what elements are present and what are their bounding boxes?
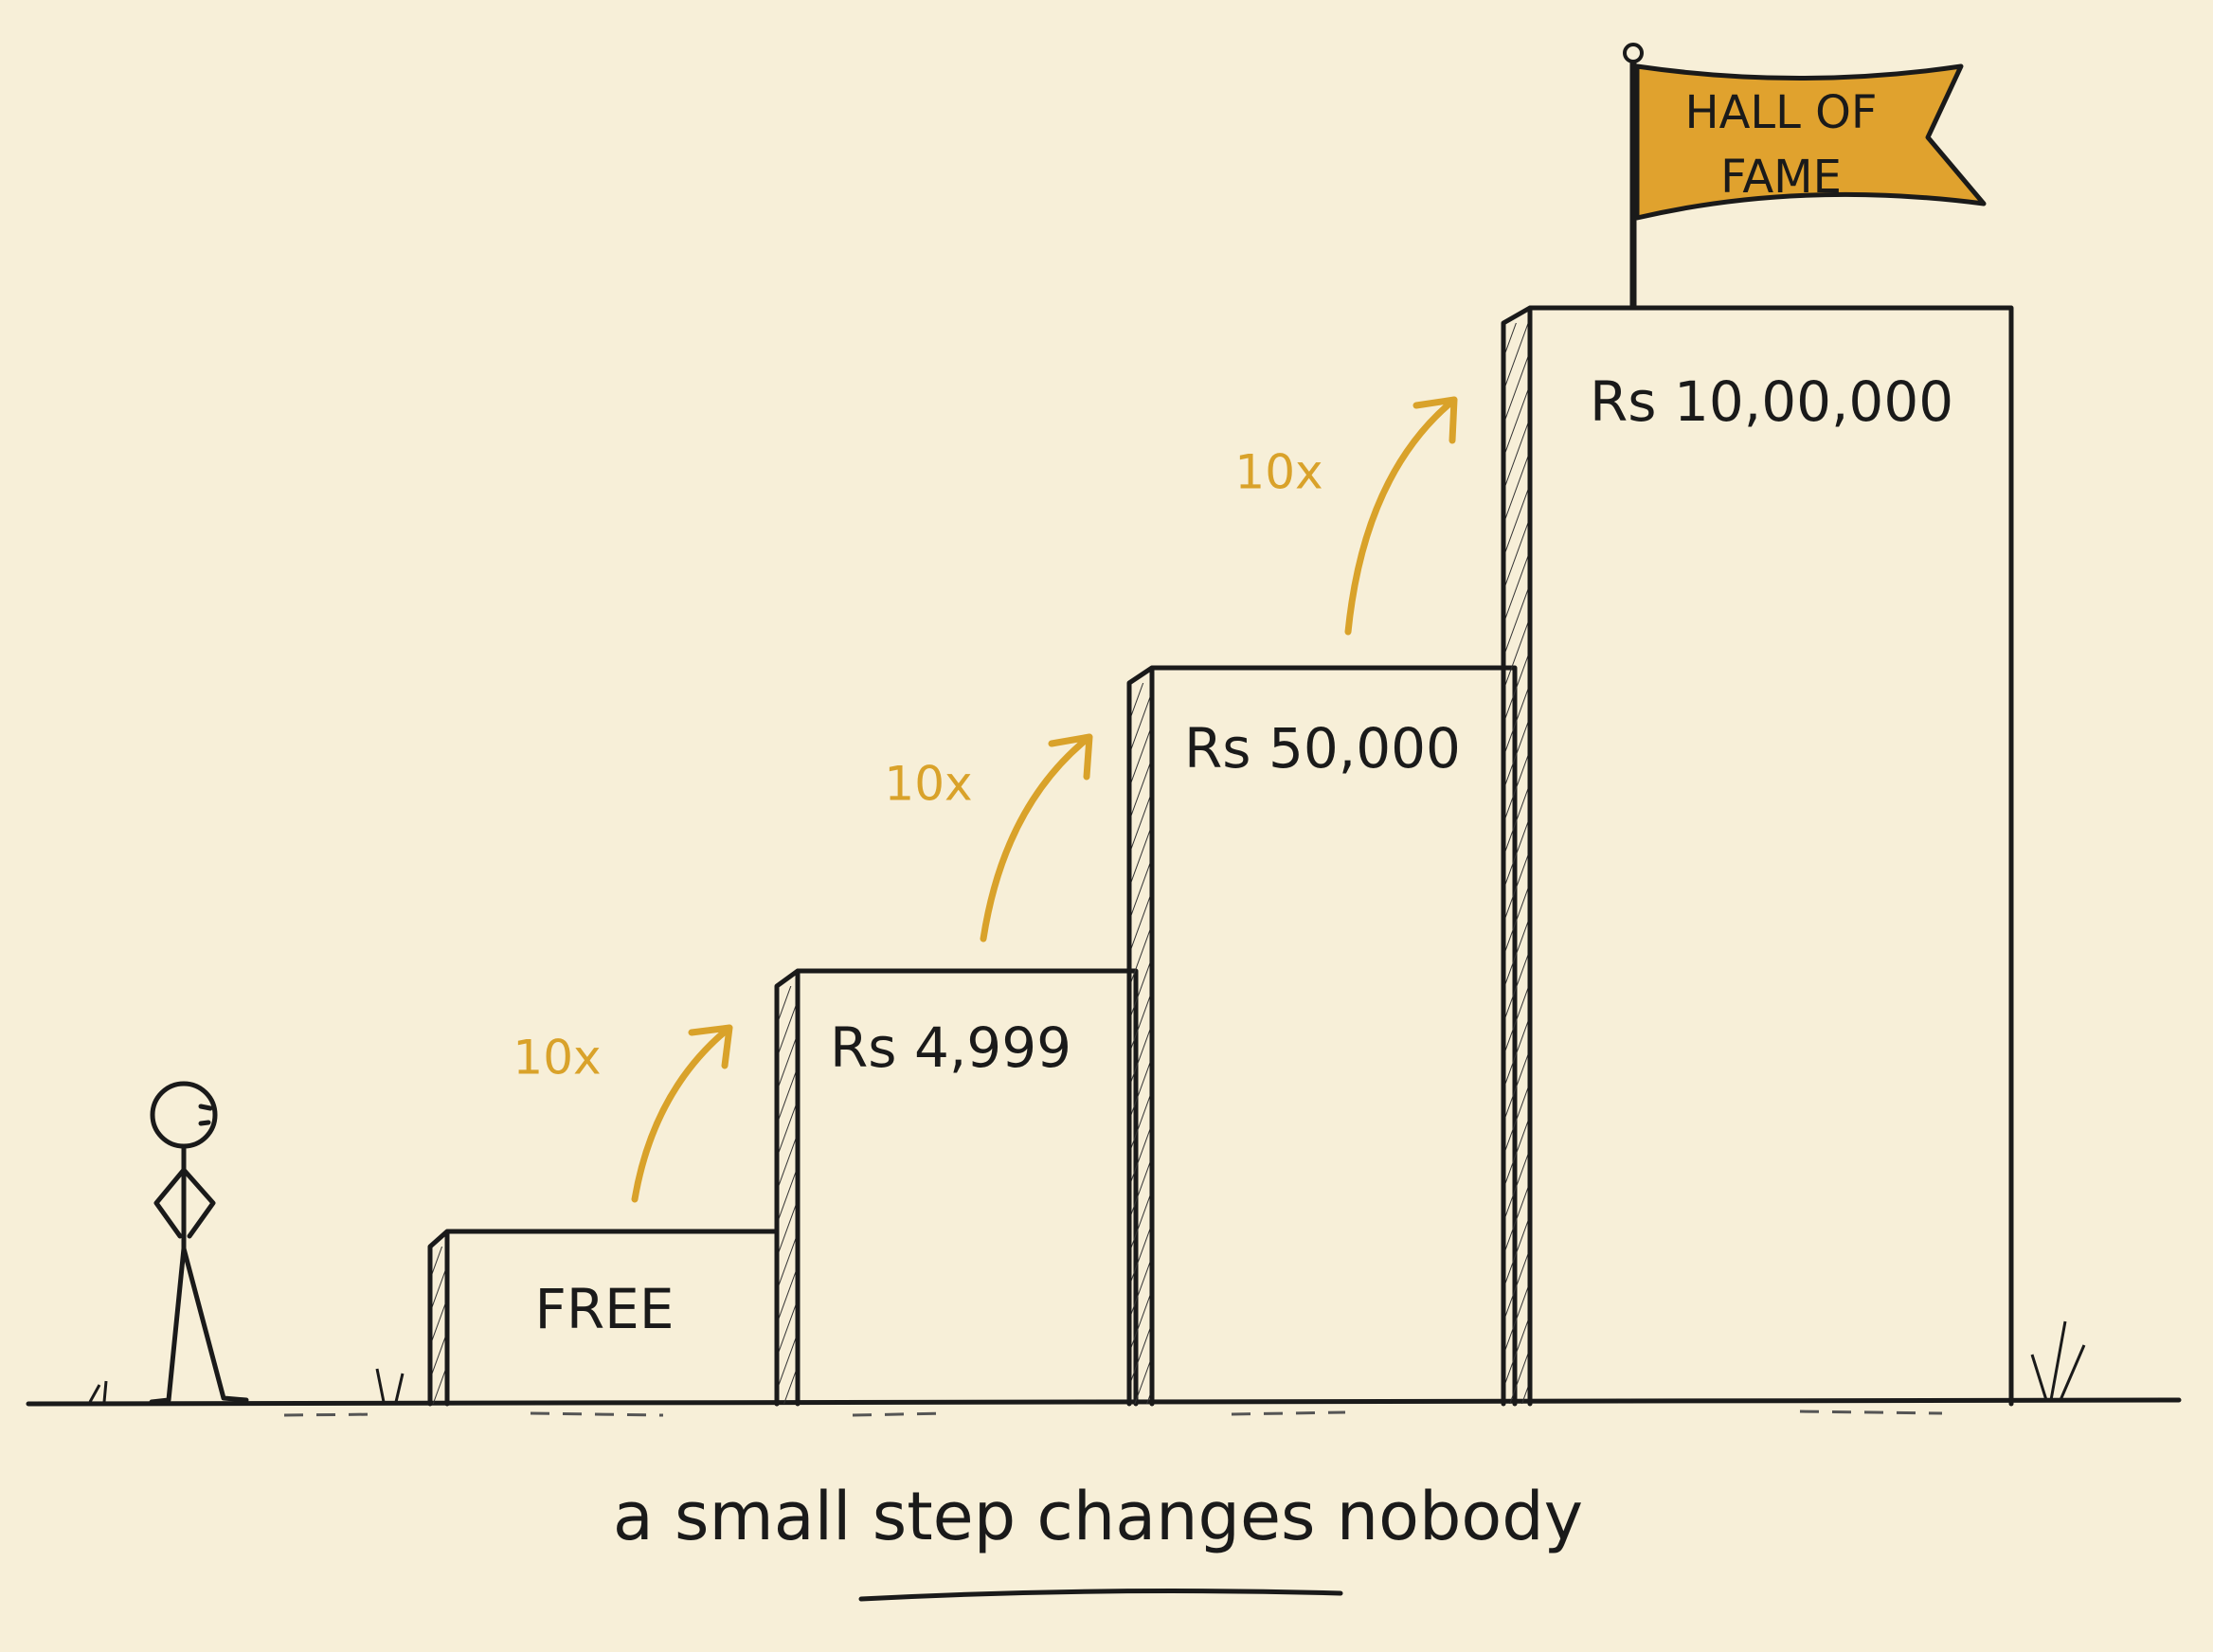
multiplier: 10x bbox=[884, 757, 972, 812]
block-shade bbox=[777, 986, 798, 1404]
ground-line bbox=[26, 1397, 2182, 1407]
caption-underline bbox=[858, 1589, 1343, 1602]
caption: a small step changes nobody bbox=[613, 1478, 1583, 1555]
stick-figure bbox=[149, 1081, 249, 1405]
flag-text: FAME bbox=[1720, 151, 1842, 204]
arrow bbox=[631, 1024, 733, 1203]
block-shade bbox=[1129, 683, 1152, 1404]
step-blocks bbox=[427, 305, 2014, 1407]
ground-texture bbox=[283, 1410, 1943, 1417]
block-shade bbox=[430, 1247, 447, 1404]
flag bbox=[1634, 63, 1987, 221]
arrow bbox=[980, 733, 1093, 943]
multiplier: 10x bbox=[1234, 445, 1322, 500]
grass bbox=[88, 1320, 2086, 1403]
multiplier: 10x bbox=[513, 1031, 601, 1086]
flag-knob bbox=[1623, 43, 1644, 63]
arrows bbox=[631, 396, 1458, 1203]
step-label: Rs 4,999 bbox=[830, 1015, 1071, 1080]
arrow bbox=[1344, 396, 1458, 636]
step-label: FREE bbox=[535, 1277, 675, 1341]
step-label: Rs 10,00,000 bbox=[1590, 369, 1953, 434]
flag-text: HALL OF bbox=[1684, 86, 1877, 139]
block-shade bbox=[1503, 323, 1530, 1404]
block bbox=[1501, 305, 2014, 1407]
step-label: Rs 50,000 bbox=[1184, 716, 1461, 781]
